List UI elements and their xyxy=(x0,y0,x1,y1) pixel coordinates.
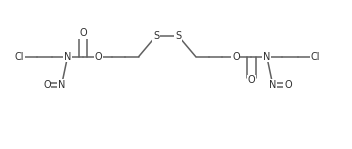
Text: N: N xyxy=(58,80,65,90)
Text: N: N xyxy=(269,80,276,90)
Text: O: O xyxy=(79,28,87,38)
Text: Cl: Cl xyxy=(311,52,320,62)
Text: S: S xyxy=(175,31,181,41)
Text: O: O xyxy=(232,52,240,62)
Text: O: O xyxy=(95,52,102,62)
Text: O: O xyxy=(43,80,51,90)
Text: O: O xyxy=(284,80,292,90)
Text: Cl: Cl xyxy=(15,52,24,62)
Text: O: O xyxy=(247,75,255,86)
Text: N: N xyxy=(263,52,270,62)
Text: N: N xyxy=(64,52,71,62)
Text: S: S xyxy=(153,31,159,41)
